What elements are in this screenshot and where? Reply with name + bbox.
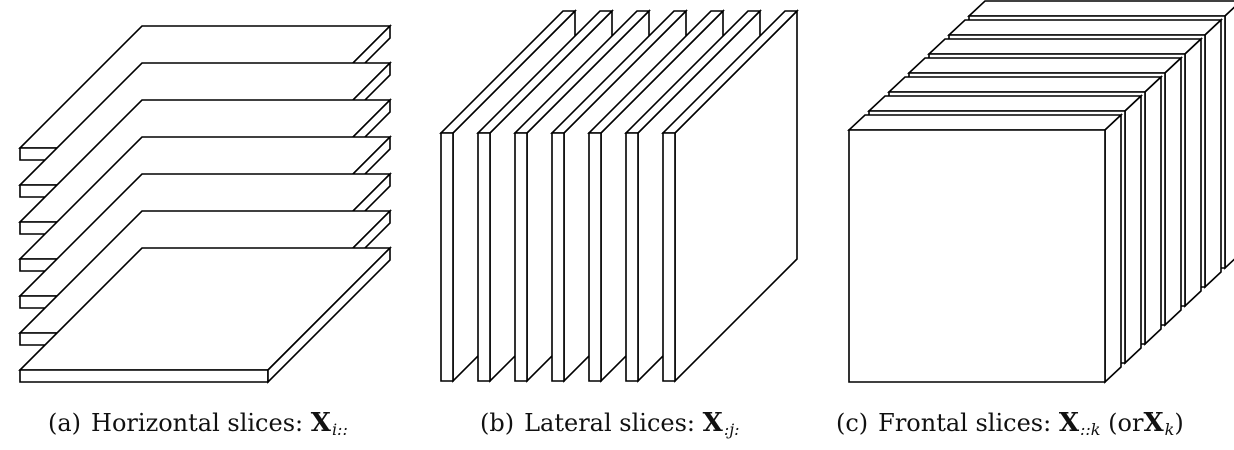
slice-side-face: [1204, 18, 1222, 289]
slice-front-face: [848, 129, 1106, 383]
tensor-subscript: i::: [331, 420, 348, 439]
horizontal-slices-figure: [18, 24, 392, 384]
tensor-alt-symbol: X: [1143, 408, 1164, 438]
lateral-slices-figure: [439, 9, 799, 383]
slice-side-face: [267, 246, 391, 384]
slice-top-face: [866, 95, 1144, 112]
caption-close-paren: ): [1174, 409, 1184, 437]
caption-lateral-slices: (b) Lateral slices: X:j:: [480, 408, 740, 445]
slice-front-face: [588, 132, 602, 382]
horizontal-slice: [18, 246, 392, 384]
slice-front-face: [514, 132, 528, 382]
tensor-symbol: X: [702, 408, 723, 438]
slice-top-face: [906, 57, 1184, 74]
tensor-alt-subscript: k: [1164, 420, 1175, 439]
slice-front-face: [551, 132, 565, 382]
caption-label: (b): [480, 409, 515, 437]
lateral-slice: [661, 9, 799, 383]
caption-frontal-slices: (c) Frontal slices: X::k (orXk): [836, 408, 1184, 445]
caption-text: Frontal slices:: [878, 409, 1052, 437]
slice-top-face: [926, 38, 1204, 55]
caption-text: Horizontal slices:: [91, 409, 304, 437]
slice-front-face: [625, 132, 639, 382]
slice-front-face: [477, 132, 491, 382]
tensor-subscript: :j:: [723, 420, 740, 439]
slice-side-face: [1184, 37, 1202, 308]
slice-front-face: [662, 132, 676, 382]
slice-front-face: [440, 132, 454, 382]
slice-top-face: [846, 114, 1124, 131]
slice-front-face: [19, 369, 269, 383]
tensor-symbol: X: [310, 408, 331, 438]
tensor-subscript: ::k: [1080, 420, 1101, 439]
caption-label: (a): [48, 409, 82, 437]
slice-side-face: [1224, 6, 1234, 270]
caption-or: (or: [1108, 409, 1144, 437]
slice-side-face: [1104, 113, 1122, 384]
caption-label: (c): [836, 409, 869, 437]
slice-side-face: [1144, 75, 1162, 346]
frontal-slice: [846, 113, 1124, 384]
caption-horizontal-slices: (a) Horizontal slices: Xi::: [48, 408, 348, 445]
frontal-slices-figure: [846, 0, 1234, 384]
tensor-symbol: X: [1058, 408, 1080, 438]
slice-top-face: [966, 0, 1234, 17]
slice-top-face: [886, 76, 1164, 93]
slice-side-face: [1164, 56, 1182, 327]
caption-text: Lateral slices:: [524, 409, 695, 437]
slice-side-face: [1124, 94, 1142, 365]
slice-top-face: [946, 19, 1224, 36]
